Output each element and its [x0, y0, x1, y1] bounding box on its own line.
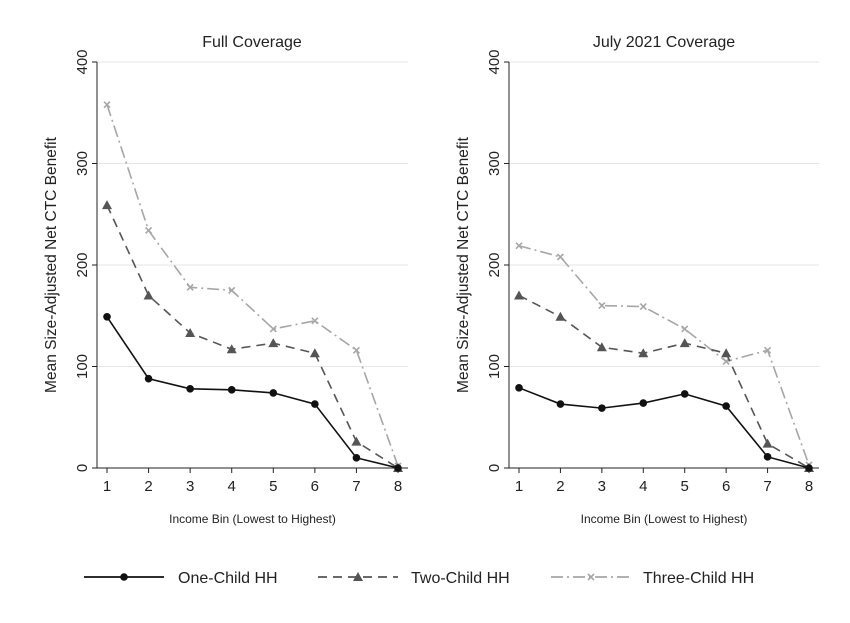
x-tick-label: 6	[311, 478, 319, 495]
data-point-one	[763, 453, 772, 461]
data-point-two	[762, 438, 773, 448]
data-point-one	[515, 384, 523, 392]
chart-title: Full Coverage	[202, 34, 302, 51]
chart-title: July 2021 Coverage	[593, 34, 735, 51]
x-tick-label: 7	[763, 478, 771, 495]
y-tick-label: 100	[486, 354, 503, 379]
data-point-two	[555, 311, 566, 321]
legend-label-three: Three-Child HH	[643, 570, 754, 587]
y-tick-label: 300	[74, 151, 91, 176]
data-point-two	[679, 338, 690, 348]
data-point-two	[351, 436, 362, 446]
series-line-one	[106, 316, 399, 469]
x-tick-label: 3	[598, 478, 606, 495]
data-point-three	[556, 253, 564, 261]
data-point-three	[311, 317, 319, 325]
series-line-one	[518, 387, 810, 469]
x-tick-label: 1	[103, 478, 111, 495]
data-point-three	[681, 325, 689, 333]
data-point-one	[805, 464, 813, 472]
data-point-one	[394, 464, 402, 472]
legend-label-one: One-Child HH	[178, 570, 278, 587]
x-axis-label: Income Bin (Lowest to Highest)	[581, 512, 748, 526]
data-point-one	[680, 390, 689, 398]
x-tick-label: 4	[228, 478, 236, 495]
data-point-one	[103, 312, 111, 321]
data-point-two	[638, 348, 649, 358]
data-point-three	[598, 302, 606, 310]
x-tick-label: 3	[186, 478, 194, 495]
data-point-one	[144, 374, 153, 383]
data-point-three	[269, 325, 277, 333]
data-point-three	[145, 226, 153, 235]
data-point-two	[102, 200, 112, 210]
data-point-one	[639, 399, 648, 407]
x-axis-label: Income Bin (Lowest to Highest)	[169, 512, 336, 526]
data-point-two	[185, 328, 196, 338]
legend-label-two: Two-Child HH	[411, 570, 510, 587]
x-tick-label: 5	[681, 478, 689, 495]
data-point-three	[228, 286, 236, 294]
data-point-three	[764, 346, 772, 354]
x-tick-label: 6	[722, 478, 730, 495]
y-tick-label: 300	[486, 151, 503, 176]
data-point-three	[639, 303, 647, 311]
data-point-three	[103, 101, 111, 109]
series-line-two	[106, 204, 399, 469]
y-tick-label: 400	[486, 49, 503, 74]
legend-marker-one	[120, 573, 128, 581]
x-tick-label: 2	[144, 478, 152, 495]
data-point-two	[721, 348, 732, 358]
data-point-three	[352, 346, 360, 354]
data-point-one	[269, 389, 278, 397]
y-tick-label: 200	[74, 252, 91, 277]
data-point-one	[311, 400, 319, 408]
y-tick-label: 400	[74, 49, 91, 74]
y-axis-label: Mean Size-Adjusted Net CTC Benefit	[43, 136, 60, 393]
series-line-two	[518, 294, 810, 469]
y-axis-label: Mean Size-Adjusted Net CTC Benefit	[455, 136, 472, 393]
data-point-three	[515, 242, 523, 250]
panel-july-2021-coverage: 0 100 200 300 400 1 2 3 4 5 6 7 8 July 2021 Coverage I…	[455, 34, 819, 526]
x-tick-label: 5	[269, 478, 277, 495]
data-point-one	[186, 385, 194, 393]
data-point-two	[514, 290, 524, 300]
data-point-two	[596, 342, 607, 352]
y-tick-label: 0	[74, 464, 91, 472]
series-line-three	[106, 104, 399, 467]
data-point-one	[227, 386, 236, 394]
legend: One-Child HH Two-Child HH Three-Child HH	[84, 570, 754, 587]
data-point-three	[186, 283, 194, 291]
legend-marker-two	[353, 572, 363, 581]
data-point-one	[722, 402, 730, 410]
y-tick-label: 100	[74, 354, 91, 379]
series-line-three	[518, 244, 810, 466]
data-point-two	[309, 348, 320, 358]
data-point-one	[556, 400, 565, 408]
data-point-one	[352, 454, 361, 462]
x-tick-label: 8	[394, 478, 402, 495]
x-tick-label: 2	[556, 478, 564, 495]
y-tick-label: 200	[486, 252, 503, 277]
x-tick-label: 4	[639, 478, 647, 495]
data-point-two	[226, 344, 237, 354]
x-tick-label: 1	[515, 478, 523, 495]
panel-full-coverage: 0 100 200 300 400 1 2 3 4 5 6 7 8 Full Coverage Income…	[43, 34, 408, 526]
data-point-two	[143, 290, 154, 300]
x-tick-label: 8	[805, 478, 813, 495]
legend-marker-three	[587, 573, 595, 581]
data-point-one	[598, 404, 606, 412]
x-tick-label: 7	[352, 478, 360, 495]
y-tick-label: 0	[486, 464, 503, 472]
data-point-two	[268, 338, 279, 348]
